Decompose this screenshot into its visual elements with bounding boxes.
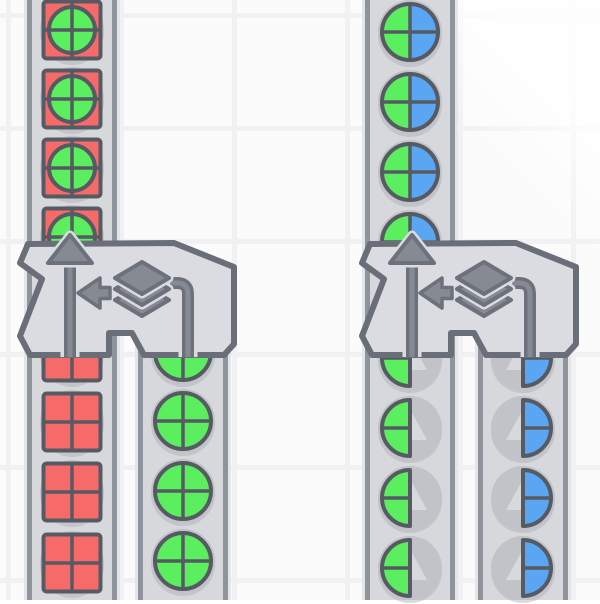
shape-item-red-square-with-green-circle: [40, 136, 104, 203]
shape-item-red-square: [40, 531, 104, 598]
shape-item-green-circle: [151, 529, 215, 596]
stacker-layers-icon: [110, 257, 174, 321]
merge-left-arrow-icon: [76, 276, 112, 310]
output-up-arrow-icon: [43, 230, 97, 357]
shape-item-red-square: [40, 460, 104, 527]
stacker-machine-left[interactable]: [14, 230, 240, 362]
merge-left-arrow-icon: [418, 276, 454, 310]
shape-item-red-square-with-green-circle: [40, 67, 104, 134]
shape-item-green-half-circle-left: [378, 396, 442, 463]
stacker-layers-icon: [452, 257, 516, 321]
shape-item-green-blue-circle: [378, 0, 442, 67]
shape-item-green-blue-circle: [378, 140, 442, 207]
shape-item-green-circle: [151, 459, 215, 526]
shape-item-green-half-circle-left: [378, 536, 442, 603]
shape-item-blue-half-circle-right: [491, 536, 555, 603]
shape-item-red-square: [40, 390, 104, 457]
stacker-machine-right[interactable]: [356, 230, 582, 362]
shape-item-green-circle: [151, 389, 215, 456]
side-input-pipe-icon: [170, 273, 198, 357]
shape-item-blue-half-circle-right: [491, 466, 555, 533]
shape-item-green-half-circle-left: [378, 466, 442, 533]
shape-item-red-square-with-green-circle: [40, 0, 104, 65]
shape-item-blue-half-circle-right: [491, 396, 555, 463]
output-up-arrow-icon: [385, 230, 439, 357]
shape-item-green-blue-circle: [378, 70, 442, 137]
side-input-pipe-icon: [512, 273, 540, 357]
